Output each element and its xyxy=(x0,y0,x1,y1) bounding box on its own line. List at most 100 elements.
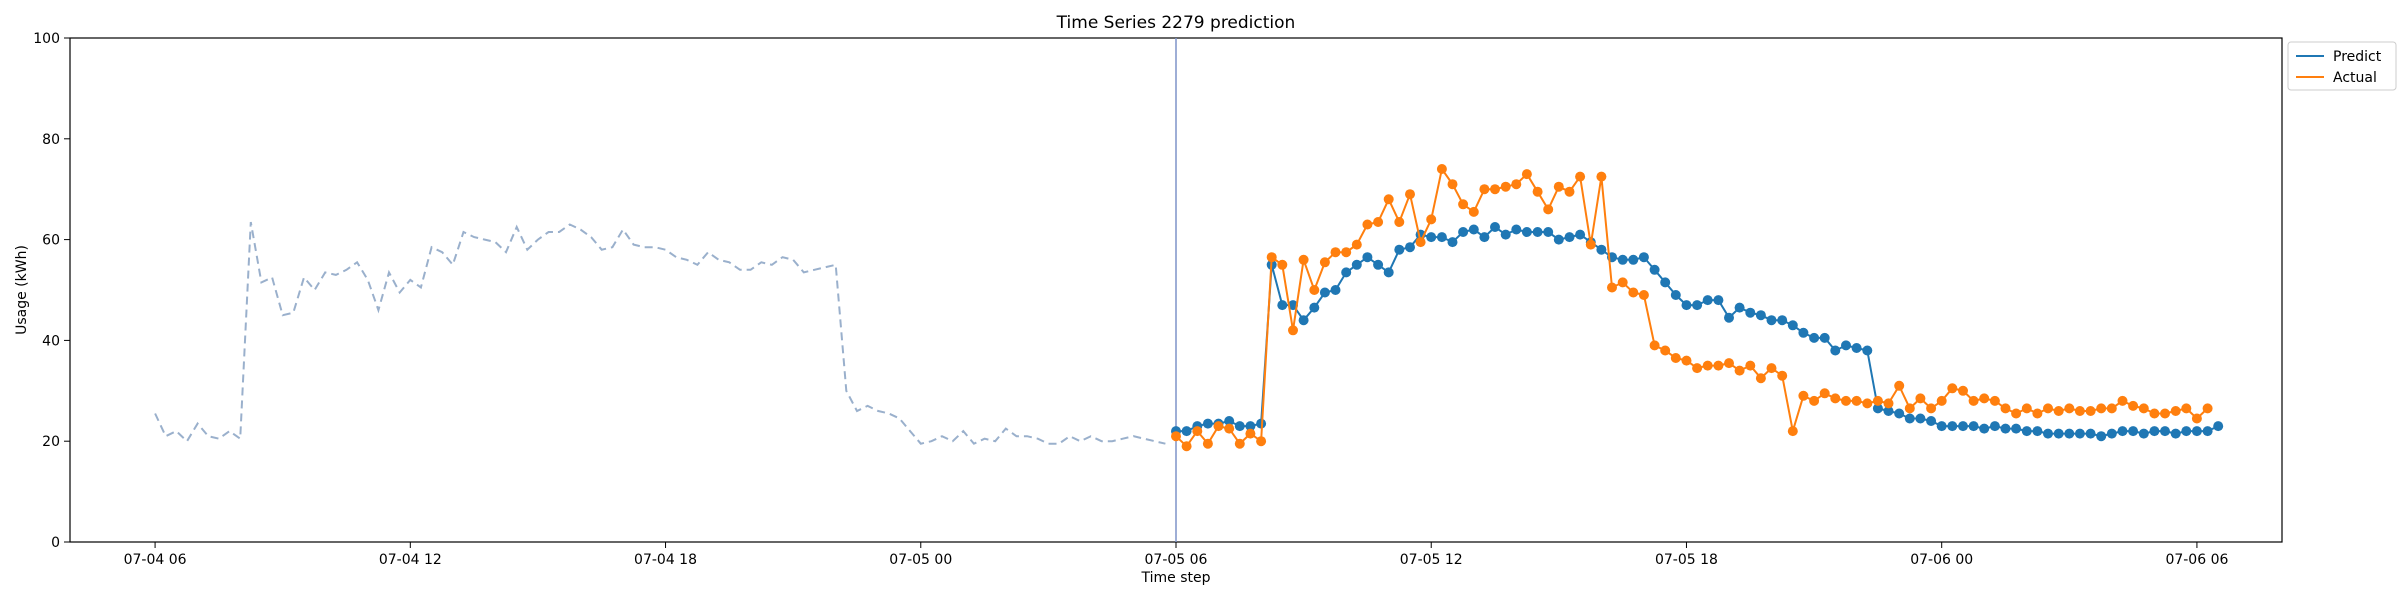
predict-point xyxy=(2074,428,2085,439)
predict-point xyxy=(2096,431,2107,442)
predict-point xyxy=(1468,224,1479,235)
predict-point xyxy=(2117,426,2128,437)
actual-point xyxy=(1638,290,1649,300)
predict-point xyxy=(1298,315,1309,326)
predict-point xyxy=(2138,428,2149,439)
x-tick-label: 07-06 06 xyxy=(2165,552,2228,568)
predict-point xyxy=(1500,229,1511,240)
actual-point xyxy=(1819,388,1830,399)
x-axis-label: Time step xyxy=(1141,570,1211,586)
predict-point xyxy=(1426,232,1437,243)
actual-point xyxy=(1319,257,1330,268)
x-axis: 07-04 06 07-04 12 07-04 18 07-05 00 07-05 06… xyxy=(124,542,2228,568)
predict-point xyxy=(2000,423,2011,434)
predict-point xyxy=(1798,327,1809,338)
actual-point xyxy=(1628,287,1639,298)
x-tick-label: 07-04 18 xyxy=(634,552,697,568)
predict-point xyxy=(1766,315,1777,326)
predict-point xyxy=(1958,421,1968,432)
actual-point xyxy=(1989,395,2000,406)
actual-point xyxy=(1405,189,1415,200)
predict-point xyxy=(1702,295,1713,306)
predict-point xyxy=(1628,254,1639,265)
predict-point xyxy=(1383,267,1394,278)
actual-point xyxy=(1171,431,1181,442)
actual-point xyxy=(1277,259,1288,270)
actual-point xyxy=(1777,370,1788,381)
actual-point xyxy=(1649,340,1660,351)
predict-point xyxy=(1692,300,1703,311)
predict-point xyxy=(1851,343,1862,353)
actual-point xyxy=(2074,406,2085,416)
predict-point xyxy=(1202,418,1213,429)
predict-point xyxy=(2149,426,2160,437)
actual-point xyxy=(2149,408,2160,419)
actual-point xyxy=(1926,403,1937,414)
predict-point xyxy=(1309,302,1320,313)
predict-point xyxy=(1681,300,1692,311)
actual-point xyxy=(1266,252,1277,263)
actual-point xyxy=(1224,423,1235,434)
y-axis-label: Usage (kWh) xyxy=(14,245,30,335)
actual-point xyxy=(2128,400,2139,411)
actual-point xyxy=(1936,395,1947,406)
predict-point xyxy=(2021,426,2032,437)
predict-line xyxy=(1176,225,2219,438)
x-tick-label: 07-05 00 xyxy=(889,552,952,568)
actual-point xyxy=(2032,408,2043,419)
predict-point xyxy=(1979,423,1990,434)
actual-point xyxy=(1532,186,1543,197)
predict-point xyxy=(1532,227,1543,237)
predict-point xyxy=(1596,244,1607,255)
actual-point xyxy=(1490,184,1500,195)
actual-point xyxy=(1904,403,1915,414)
predict-point xyxy=(1926,416,1937,426)
predict-point xyxy=(2181,426,2192,437)
predict-point xyxy=(1936,421,1947,432)
actual-point xyxy=(2043,403,2053,414)
predict-point xyxy=(1883,406,1894,416)
predict-point xyxy=(1362,252,1373,263)
predict-point xyxy=(1394,244,1405,255)
actual-point xyxy=(1575,171,1586,182)
y-tick-label: 80 xyxy=(42,132,60,148)
chart-title: Time Series 2279 prediction xyxy=(1056,13,1296,33)
actual-point xyxy=(1426,214,1437,225)
predict-point xyxy=(2011,423,2022,434)
actual-point xyxy=(1968,395,1979,406)
actual-point xyxy=(2000,403,2011,414)
predict-point xyxy=(1894,408,1905,419)
actual-point xyxy=(1330,247,1341,258)
y-tick-label: 40 xyxy=(42,333,60,349)
x-tick-label: 07-04 06 xyxy=(124,552,187,568)
actual-point xyxy=(1915,393,1926,404)
actual-point xyxy=(1617,277,1628,288)
actual-point xyxy=(2053,406,2064,416)
legend-label-predict: Predict xyxy=(2333,49,2382,65)
actual-point xyxy=(1713,360,1724,371)
history-series xyxy=(154,221,1166,445)
actual-point xyxy=(1894,380,1905,391)
predict-point xyxy=(1830,345,1841,356)
actual-point xyxy=(2181,403,2192,414)
actual-point xyxy=(1468,206,1479,217)
predict-point xyxy=(1638,252,1649,263)
predict-point xyxy=(1330,285,1341,295)
actual-point xyxy=(1298,254,1309,265)
actual-point xyxy=(1543,204,1554,215)
predict-point xyxy=(1713,295,1724,306)
predict-point xyxy=(1724,312,1734,323)
actual-line xyxy=(1175,166,2209,448)
actual-point xyxy=(1958,385,1968,396)
predict-point xyxy=(1564,232,1575,243)
actual-point xyxy=(1607,282,1617,293)
actual-point xyxy=(1766,363,1777,374)
actual-point xyxy=(1787,426,1798,437)
actual-point xyxy=(1947,383,1958,394)
actual-point xyxy=(1309,285,1320,295)
actual-point xyxy=(1809,395,1820,406)
x-tick-label: 07-05 06 xyxy=(1145,552,1208,568)
predict-point xyxy=(1447,237,1458,248)
predict-point xyxy=(1819,332,1830,343)
actual-point xyxy=(1213,421,1224,432)
